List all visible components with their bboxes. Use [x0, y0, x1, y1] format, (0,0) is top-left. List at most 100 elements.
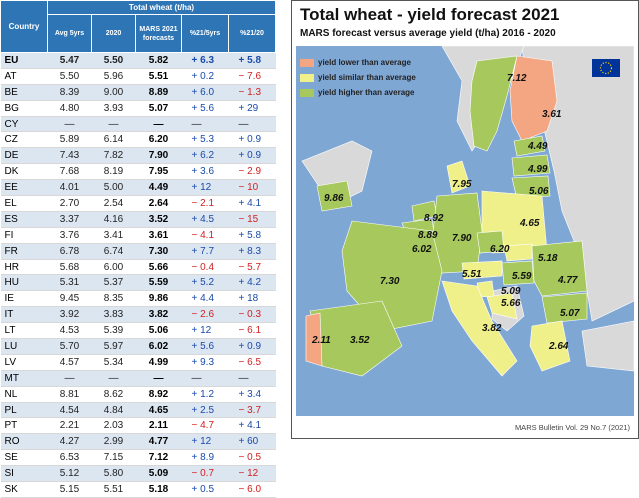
- avg5-cell: 6.53: [47, 449, 92, 467]
- pct20-cell: − 12: [228, 465, 276, 483]
- avg5-cell: —: [47, 116, 92, 133]
- forecast-cell: 5.18: [135, 481, 182, 498]
- forecast-cell: 5.66: [135, 259, 182, 276]
- country-cell: FI: [0, 227, 48, 244]
- pct5-cell: + 9.3: [181, 354, 229, 371]
- country-cell: CZ: [0, 131, 48, 149]
- map-value-label: 7.90: [452, 233, 472, 244]
- map-value-label: 7.30: [380, 276, 400, 287]
- pct5-cell: + 5.6: [181, 338, 229, 355]
- country-cell: BE: [0, 84, 48, 101]
- map-romania: [531, 240, 588, 297]
- y2020-cell: 7.15: [91, 449, 136, 467]
- forecast-cell: 4.77: [135, 433, 182, 451]
- country-cell: SE: [0, 449, 48, 467]
- avg5-cell: 2.70: [47, 195, 92, 212]
- pct5-cell: + 1.2: [181, 386, 229, 403]
- avg5-cell: 3.92: [47, 306, 92, 324]
- country-cell: HR: [0, 259, 48, 276]
- map-value-label: 3.61: [542, 109, 562, 120]
- pct5-cell: − 2.1: [181, 195, 229, 212]
- map-lithuania: [511, 175, 551, 200]
- avg5-cell: 4.80: [47, 100, 92, 117]
- table-row: RO 4.27 2.99 4.77 + 12 + 60: [0, 433, 276, 451]
- forecast-cell: 5.82: [135, 52, 182, 69]
- header-pct5: %21/5yrs: [181, 14, 229, 53]
- pct5-cell: + 8.9: [181, 449, 229, 467]
- map-value-label: 5.66: [501, 298, 521, 309]
- country-cell: SI: [0, 465, 48, 483]
- table-row: BG 4.80 3.93 5.07 + 5.6 + 29: [0, 100, 276, 117]
- y2020-cell: 2.54: [91, 195, 136, 212]
- y2020-cell: 8.35: [91, 290, 136, 308]
- map-value-label: 5.06: [529, 186, 549, 197]
- avg5-cell: 7.43: [47, 147, 92, 165]
- avg5-cell: 6.78: [47, 243, 92, 260]
- avg5-cell: —: [47, 370, 92, 387]
- table-row: SI 5.12 5.80 5.09− 0.7− 12: [0, 465, 276, 483]
- y2020-cell: 3.41: [91, 227, 136, 244]
- pct20-cell: − 15: [228, 211, 276, 228]
- country-cell: SK: [0, 481, 48, 498]
- forecast-cell: 2.64: [135, 195, 182, 212]
- forecast-cell: 7.95: [135, 163, 182, 181]
- country-cell: AT: [0, 68, 48, 85]
- map-value-label: 2.11: [312, 335, 331, 346]
- pct20-cell: + 0.9: [228, 338, 276, 355]
- pct20-cell: − 5.7: [228, 259, 276, 276]
- y2020-cell: 5.96: [91, 68, 136, 85]
- table-row: EL 2.70 2.54 2.64− 2.1 + 4.1: [0, 195, 276, 212]
- y2020-cell: 6.74: [91, 243, 136, 260]
- forecast-cell: 5.06: [135, 322, 182, 340]
- map-hungary: [501, 260, 535, 286]
- header-2020: 2020: [91, 14, 136, 53]
- y2020-cell: 5.50: [91, 52, 136, 69]
- europe-map: [296, 45, 635, 416]
- table-row: DE 7.43 7.82 7.90 + 6.2 + 0.9: [0, 147, 276, 165]
- avg5-cell: 9.45: [47, 290, 92, 308]
- map-value-label: 9.86: [324, 193, 344, 204]
- pct20-cell: + 0.9: [228, 147, 276, 165]
- table-row: MT — — — — —: [0, 370, 276, 387]
- legend-swatch-similar: [300, 74, 314, 82]
- map-denmark: [446, 160, 471, 194]
- table-row: EE 4.01 5.00 4.49 + 12− 10: [0, 179, 276, 197]
- table-row: PL 4.54 4.84 4.65 + 2.5− 3.7: [0, 402, 276, 419]
- avg5-cell: 4.01: [47, 179, 92, 197]
- y2020-cell: 6.14: [91, 131, 136, 149]
- country-cell: BG: [0, 100, 48, 117]
- table-row: LU 5.70 5.97 6.02 + 5.6 + 0.9: [0, 338, 276, 355]
- country-cell: LT: [0, 322, 48, 340]
- pct20-cell: − 1.3: [228, 84, 276, 101]
- avg5-cell: 3.37: [47, 211, 92, 228]
- pct5-cell: + 6.2: [181, 147, 229, 165]
- avg5-cell: 5.15: [47, 481, 92, 498]
- pct20-cell: + 5.8: [228, 227, 276, 244]
- avg5-cell: 5.31: [47, 274, 92, 292]
- avg5-cell: 2.21: [47, 417, 92, 435]
- avg5-cell: 5.12: [47, 465, 92, 483]
- map-value-label: 8.92: [424, 213, 444, 224]
- pct5-cell: + 0.2: [181, 68, 229, 85]
- table-row: IE 9.45 8.35 9.86 + 4.4 + 18: [0, 290, 276, 308]
- pct5-cell: − 0.4: [181, 259, 229, 276]
- legend-swatch-higher: [300, 89, 314, 97]
- pct20-cell: + 5.8: [228, 52, 276, 69]
- pct20-cell: + 4.1: [228, 195, 276, 212]
- pct20-cell: − 6.0: [228, 481, 276, 498]
- y2020-cell: —: [91, 116, 136, 133]
- map-slovakia: [503, 243, 533, 262]
- y2020-cell: 3.83: [91, 306, 136, 324]
- avg5-cell: 4.54: [47, 402, 92, 419]
- pct20-cell: + 4.1: [228, 417, 276, 435]
- pct20-cell: + 29: [228, 100, 276, 117]
- y2020-cell: 5.00: [91, 179, 136, 197]
- table-row: CZ 5.89 6.14 6.20 + 5.3 + 0.9: [0, 131, 276, 149]
- country-cell: IE: [0, 290, 48, 308]
- table-row: LT 4.53 5.39 5.06 + 12− 6.1: [0, 322, 276, 340]
- table-row: AT 5.50 5.96 5.51 + 0.2− 7.6: [0, 68, 276, 85]
- pct5-cell: + 4.4: [181, 290, 229, 308]
- avg5-cell: 4.57: [47, 354, 92, 371]
- pct5-cell: + 7.7: [181, 243, 229, 260]
- country-cell: PT: [0, 417, 48, 435]
